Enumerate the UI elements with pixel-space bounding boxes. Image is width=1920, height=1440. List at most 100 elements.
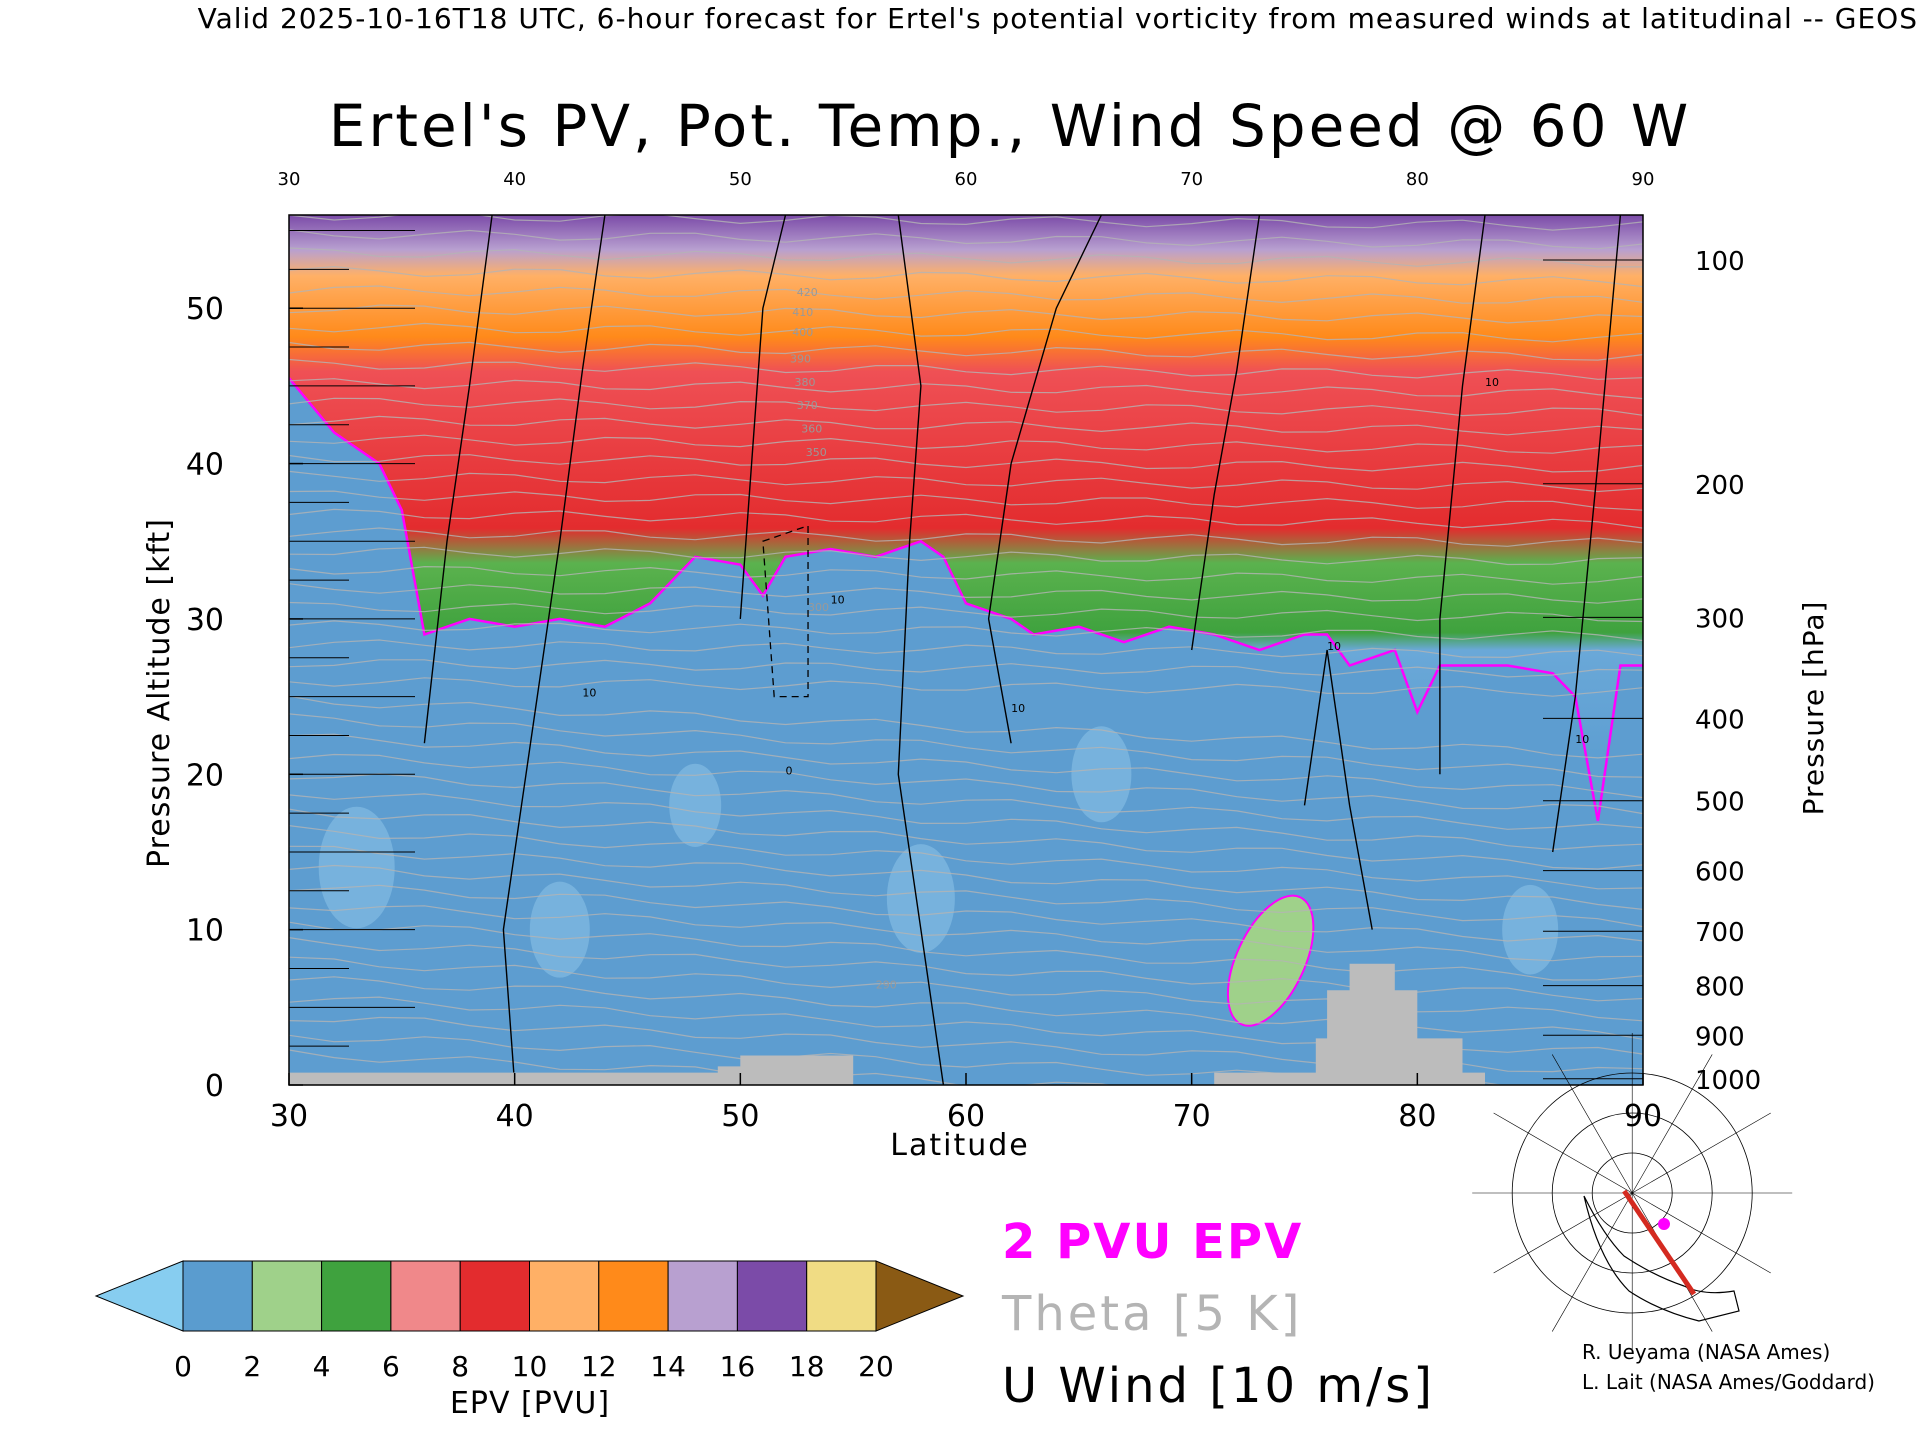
x-tick-label: 30 <box>270 1099 308 1134</box>
locator-map-background <box>1544 1156 1740 1304</box>
theta-label: 290 <box>876 979 897 992</box>
colorbar-tick-label: 2 <box>243 1350 261 1383</box>
theta-contour <box>289 247 1643 268</box>
epv-light-patch <box>1071 726 1132 823</box>
theta-contour <box>289 905 1643 962</box>
colorbar-tick-label: 6 <box>382 1350 400 1383</box>
theta-contour <box>289 322 1643 343</box>
pressure-tick-label: 300 <box>1695 604 1745 634</box>
theta-contour <box>289 527 1643 547</box>
theta-contour <box>289 546 1643 566</box>
theta-contour <box>289 639 1643 659</box>
colorbar-segment <box>667 1260 738 1332</box>
theta-contour <box>289 285 1643 304</box>
theta-contour <box>289 378 1643 400</box>
theta-contour <box>289 793 1643 851</box>
theta-contour <box>289 733 1643 799</box>
map-meridian <box>1551 1192 1633 1332</box>
colorbar-segment <box>459 1260 531 1332</box>
theta-contour <box>289 753 1643 815</box>
u-wind-label: 10 <box>1327 640 1341 653</box>
theta-contour <box>289 921 1643 981</box>
colorbar-tick-label: 4 <box>313 1350 331 1383</box>
u-wind-contour <box>502 215 606 1085</box>
theta-contour <box>289 937 1643 1002</box>
epv-light-patch <box>1502 884 1559 975</box>
colorbar-tick-label: 10 <box>512 1350 548 1383</box>
u-wind-label: 10 <box>582 687 596 700</box>
y-axis-label-left: Pressure Altitude [kft] <box>142 518 177 868</box>
colorbar-segment <box>806 1260 877 1332</box>
theta-contour <box>289 470 1643 493</box>
pressure-tick-label: 100 <box>1695 247 1745 277</box>
u-wind-negative-contour <box>762 524 809 698</box>
pressure-tick-label: 500 <box>1695 788 1745 818</box>
epv-stratosphere-fill <box>289 215 1643 1085</box>
u-wind-label: 10 <box>831 593 845 606</box>
pressure-tick-label: 900 <box>1695 1022 1745 1052</box>
theta-contour <box>289 713 1643 778</box>
u-wind-contour <box>739 215 787 619</box>
epv-light-patch <box>886 844 955 953</box>
y-tick-label: 30 <box>186 603 224 638</box>
plot-frame <box>288 214 1644 1086</box>
theta-contour <box>289 265 1643 288</box>
theta-contour <box>289 825 1643 890</box>
colorbar-tick-label: 20 <box>858 1350 894 1383</box>
u-wind-label: 10 <box>1575 733 1589 746</box>
x-top-tick-label: 50 <box>729 169 752 190</box>
theta-contour <box>289 808 1643 870</box>
u-wind-contour <box>1303 649 1373 930</box>
map-meridian <box>1631 1054 1713 1194</box>
pressure-tick-label: 400 <box>1695 705 1745 735</box>
theta-contour <box>289 884 1643 942</box>
colorbar-tick-label: 14 <box>650 1350 686 1383</box>
theta-contour <box>289 695 1643 759</box>
theta-contour <box>289 215 1643 231</box>
map-meridian <box>1493 1112 1633 1194</box>
theta-contour <box>289 864 1643 928</box>
u-wind-label: 10 <box>1011 702 1025 715</box>
theta-contour <box>289 454 1643 473</box>
theta-contour <box>289 434 1643 454</box>
valid-time-line: Valid 2025-10-16T18 UTC, 6-hour forecast… <box>197 2 1918 35</box>
colorbar-tick-label: 12 <box>581 1350 617 1383</box>
theta-label: 350 <box>806 446 827 459</box>
y-tick-label: 40 <box>186 448 224 483</box>
x-top-tick-label: 60 <box>955 169 978 190</box>
colorbar-segment <box>251 1260 323 1332</box>
x-tick-label: 80 <box>1398 1099 1436 1134</box>
colorbar-tick-label: 18 <box>789 1350 825 1383</box>
map-latitude-circle <box>1591 1152 1673 1234</box>
theta-contour <box>289 677 1643 697</box>
map-meridian <box>1493 1192 1633 1274</box>
pressure-tick-label: 200 <box>1695 471 1745 501</box>
epv-light-patch <box>318 806 395 929</box>
y-tick-label: 50 <box>186 292 224 327</box>
y-tick-label: 20 <box>186 758 224 793</box>
u-wind-contour <box>1191 215 1261 651</box>
pressure-tick-label: 600 <box>1695 858 1745 888</box>
pressure-tick-label: 800 <box>1695 973 1745 1003</box>
theta-contour <box>289 1016 1643 1073</box>
theta-contour <box>289 583 1643 604</box>
pressure-tick-label: 700 <box>1695 918 1745 948</box>
u-wind-label: 10 <box>1485 376 1499 389</box>
theta-contour <box>289 1034 1505 1085</box>
map-latitude-circle <box>1551 1112 1713 1274</box>
y-tick-label: 10 <box>186 914 224 949</box>
colorbar-segment <box>390 1260 461 1332</box>
colorbar-segment <box>321 1260 392 1332</box>
map-meridian <box>1551 1054 1633 1194</box>
map-meridian <box>1632 1192 1771 1274</box>
pressure-tick-label: 1000 <box>1695 1066 1761 1096</box>
colorbar-label: EPV [PVU] <box>449 1386 611 1421</box>
legend-wind: U Wind [10 m/s] <box>1002 1358 1436 1414</box>
credit-line-2: L. Lait (NASA Ames/Goddard) <box>1582 1370 1875 1394</box>
y-axis-label-right: Pressure [hPa] <box>1797 600 1830 816</box>
credit-line-1: R. Ueyama (NASA Ames) <box>1582 1340 1831 1364</box>
theta-contour <box>289 601 1643 623</box>
map-meridian <box>1632 1112 1771 1194</box>
y-tick-label: 0 <box>205 1069 224 1104</box>
theta-contour <box>289 508 1643 529</box>
